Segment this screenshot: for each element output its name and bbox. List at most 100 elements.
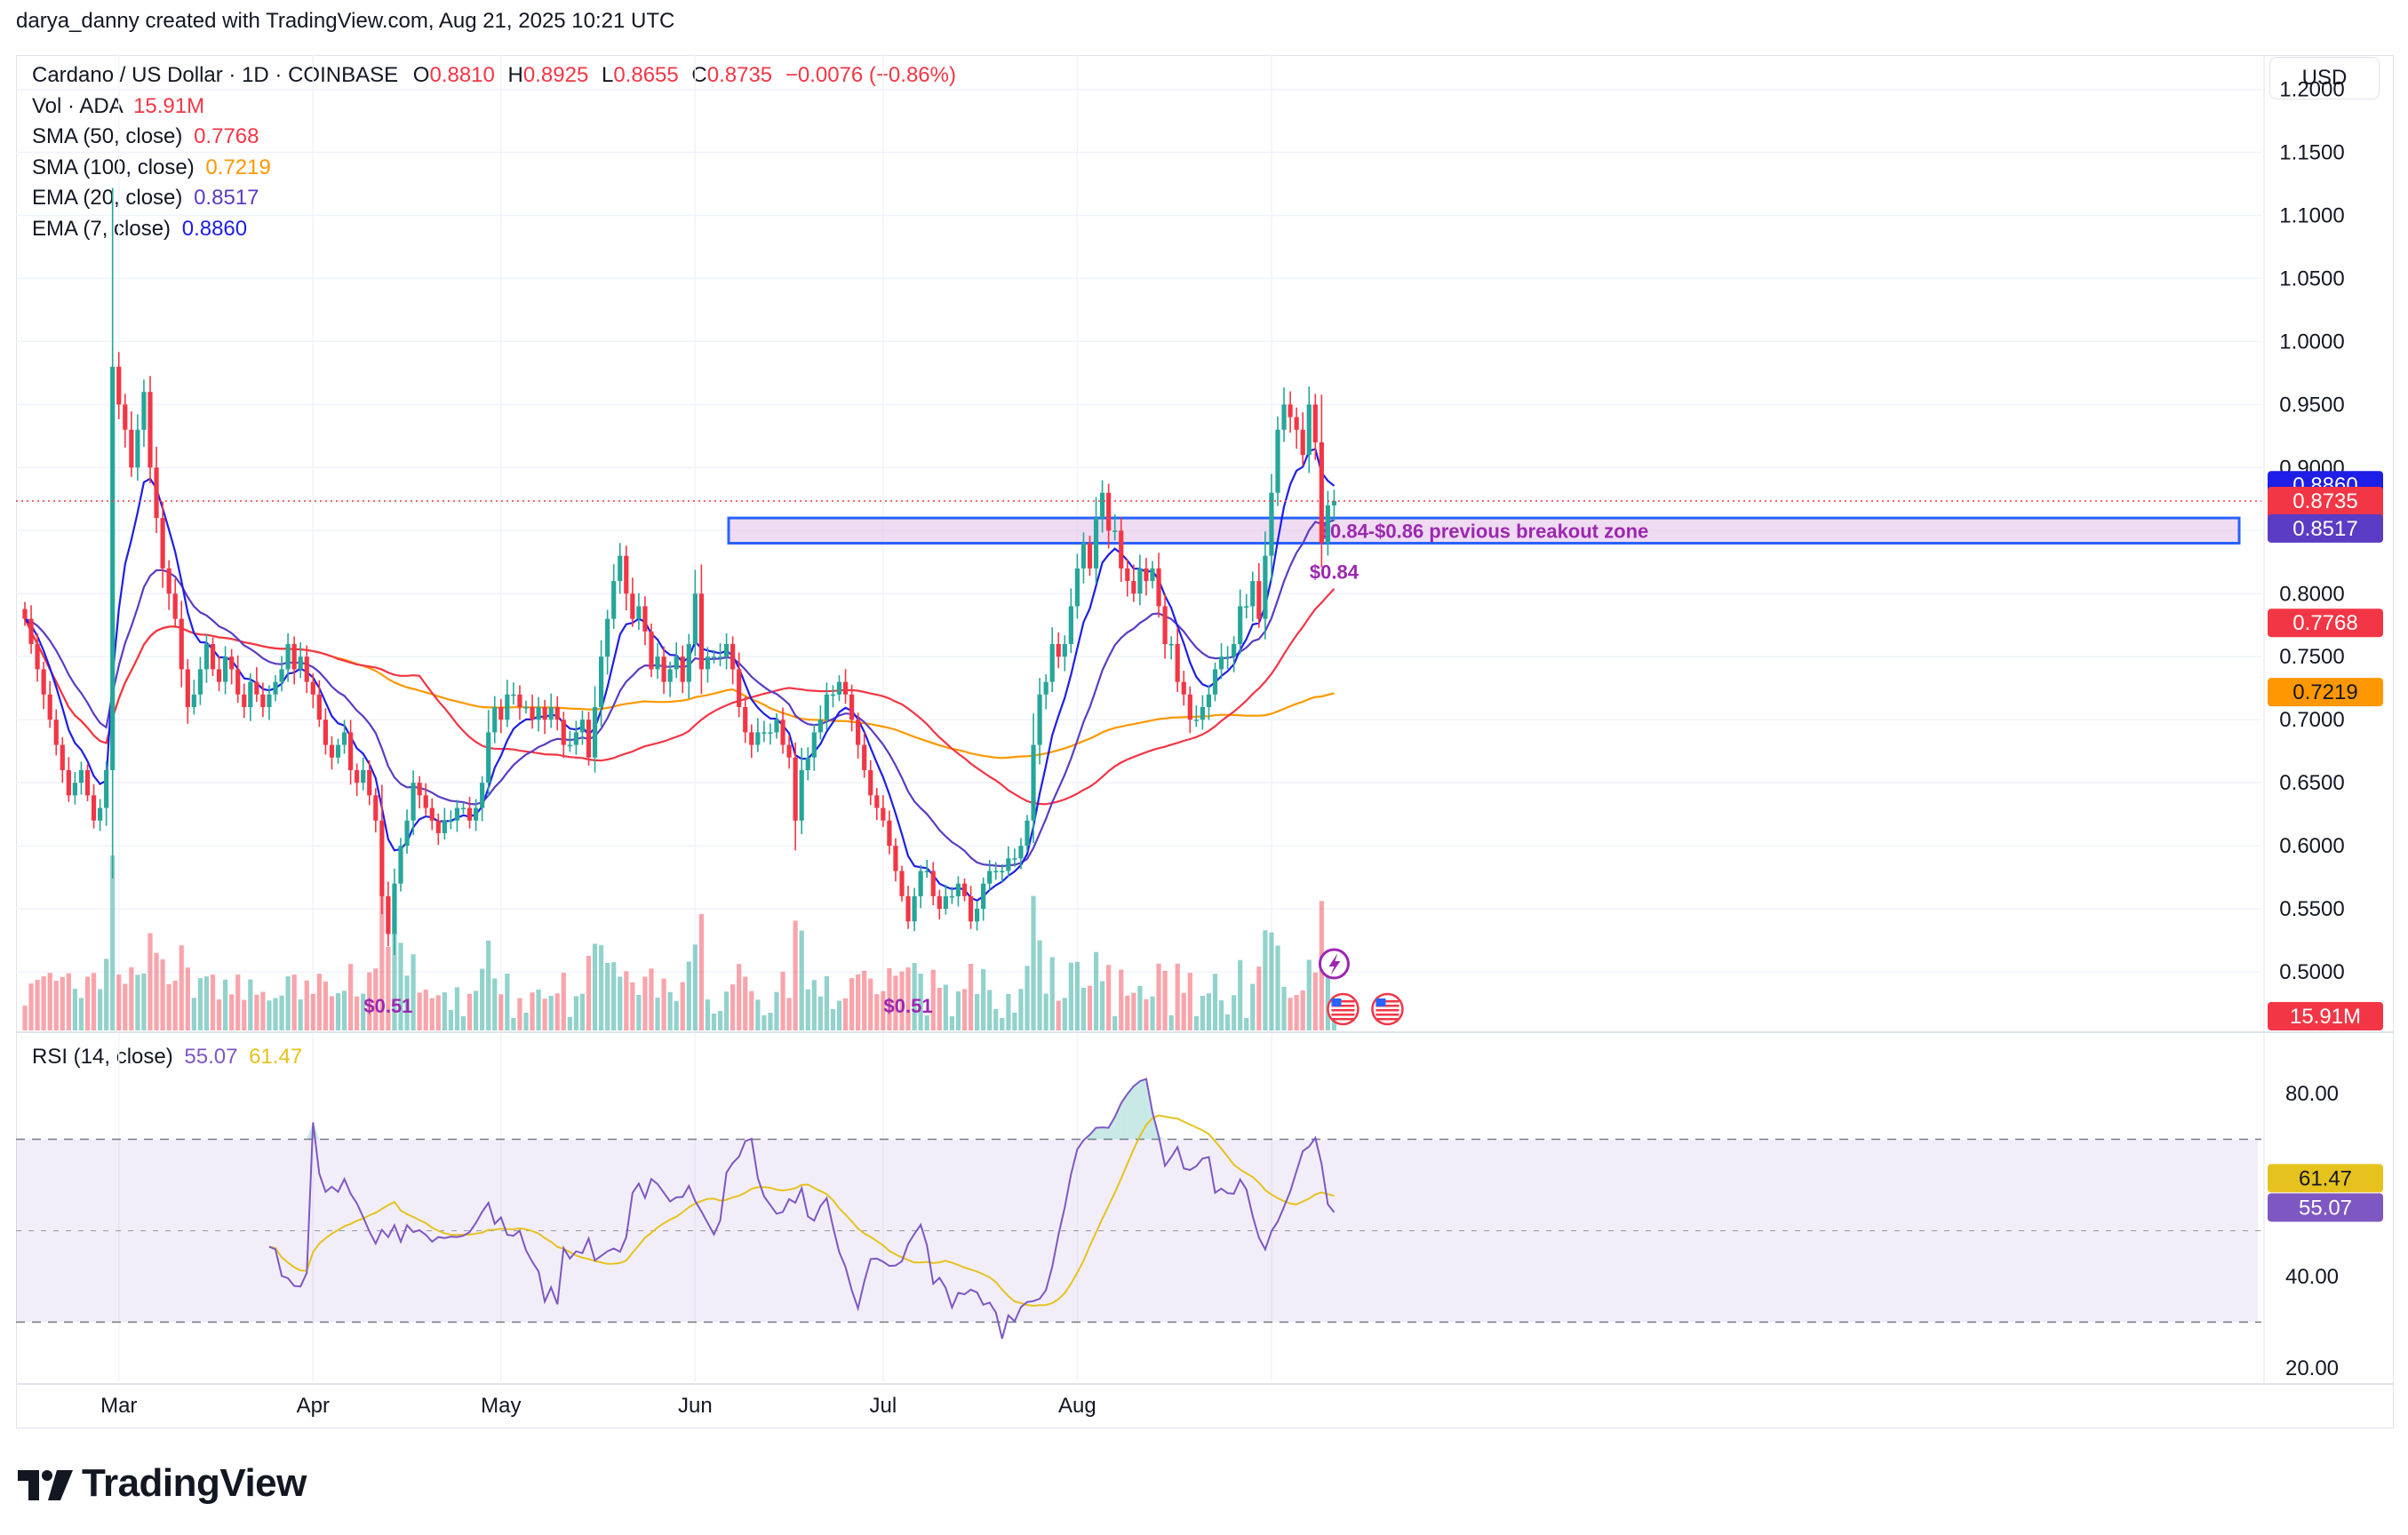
- candle-body: [667, 669, 673, 682]
- candle-body: [373, 795, 379, 821]
- brand-text: TradingView: [82, 1461, 307, 1505]
- volume-bar: [743, 976, 748, 1030]
- rsi-tick-label: 40.00: [2285, 1265, 2339, 1289]
- indicator-row-sma100[interactable]: SMA (100, close) 0.7219: [32, 153, 956, 184]
- price-tick-label: 1.0500: [2279, 266, 2344, 290]
- candle-body: [711, 656, 717, 658]
- candle-body: [298, 656, 303, 670]
- volume-bar: [60, 976, 65, 1030]
- volume-bar: [674, 1001, 679, 1030]
- volume-bar: [172, 981, 178, 1030]
- candle-body: [943, 895, 948, 910]
- us-flag-stripe: [1331, 1009, 1355, 1012]
- candle-body: [329, 744, 335, 758]
- volume-bar: [692, 944, 698, 1030]
- us-flag-stripe: [1331, 1005, 1355, 1007]
- volume-bar: [367, 972, 372, 1030]
- indicator-row-ema20[interactable]: EMA (20, close) 0.8517: [32, 183, 956, 214]
- volume-bar: [304, 980, 309, 1030]
- sma100-line: [24, 618, 1335, 760]
- volume-bar: [905, 967, 911, 1030]
- chart-frame: [16, 55, 2394, 1428]
- candle-body: [1137, 568, 1143, 594]
- candle-body: [480, 783, 485, 808]
- ema7-line: [24, 447, 1336, 902]
- volume-bar: [961, 989, 968, 1030]
- ohlc-low: 0.8655: [613, 63, 679, 87]
- volume-bar: [1244, 1018, 1249, 1030]
- volume-bar: [429, 998, 435, 1030]
- volume-bar: [298, 999, 303, 1030]
- candle-body: [28, 618, 34, 645]
- ema20-line: [24, 519, 1335, 868]
- rsi-legend[interactable]: RSI (14, close) 55.07 61.47: [32, 1045, 302, 1070]
- volume-bar: [379, 895, 385, 1030]
- volume-bar: [166, 983, 171, 1030]
- indicator-label: EMA (7, close): [32, 216, 171, 241]
- tradingview-logo[interactable]: TradingView: [18, 1461, 307, 1506]
- volume-bar: [1181, 992, 1186, 1030]
- candle-body: [1312, 404, 1318, 442]
- volume-bar: [210, 974, 216, 1030]
- candle-body: [599, 656, 604, 707]
- volume-bar: [1137, 986, 1143, 1030]
- volume-bar: [849, 978, 855, 1030]
- volume-bar: [1112, 1016, 1118, 1030]
- candle-body: [367, 769, 372, 796]
- price-chart[interactable]: $0.84-$0.86 previous breakout zone $0.51…: [0, 0, 2408, 1457]
- volume-bar: [116, 974, 122, 1030]
- volume-bar: [1218, 1000, 1224, 1030]
- volume-bar: [1062, 998, 1067, 1030]
- candle-body: [104, 769, 109, 808]
- symbol-title[interactable]: Cardano / US Dollar · 1D · COINBASE: [32, 63, 399, 87]
- candle-body: [417, 783, 422, 796]
- candle-body: [887, 820, 892, 847]
- rsi-label: RSI (14, close): [32, 1045, 173, 1069]
- volume-bar: [1275, 945, 1280, 1030]
- volume-bar: [523, 1013, 529, 1030]
- us-flag-stripe: [1375, 1018, 1399, 1021]
- price-tick-label: 1.1500: [2279, 141, 2344, 165]
- candle-body: [291, 644, 297, 670]
- candle-body: [780, 720, 785, 745]
- volume-bar: [737, 964, 742, 1030]
- chart-credit: darya_danny created with TradingView.com…: [16, 9, 675, 33]
- rsi-badge: 55.07: [2299, 1196, 2352, 1220]
- ohlc-low-key: L: [601, 63, 614, 87]
- volume-bar: [285, 976, 291, 1030]
- volume-bar: [348, 964, 354, 1030]
- candle-body: [737, 669, 742, 707]
- candle-body: [460, 807, 466, 810]
- flash-icon-bolt: [1328, 953, 1341, 975]
- volume-bar: [924, 1015, 929, 1030]
- candle-body: [160, 518, 165, 569]
- indicator-row-sma50[interactable]: SMA (50, close) 0.7768: [32, 122, 956, 153]
- us-flag-stripe: [1375, 1000, 1399, 1003]
- volume-bar: [842, 998, 849, 1030]
- volume-bar: [203, 976, 210, 1030]
- sma100-badge-bg: [2268, 678, 2383, 707]
- candle-body: [1288, 404, 1293, 418]
- candle-body: [203, 644, 210, 670]
- volume-bar: [141, 973, 147, 1030]
- candle-body: [661, 656, 666, 682]
- candle-body: [705, 656, 711, 670]
- volume-bar: [730, 984, 736, 1030]
- volume-bar: [84, 976, 91, 1030]
- candle-body: [811, 732, 817, 758]
- volume-bar: [881, 990, 886, 1030]
- candle-body: [893, 846, 898, 871]
- candle-body: [166, 568, 171, 594]
- volume-bars: [22, 855, 1337, 1030]
- candle-body: [1144, 568, 1149, 582]
- currency-button[interactable]: USD: [2269, 57, 2380, 99]
- candle-body: [123, 404, 128, 430]
- candle-body: [768, 732, 773, 734]
- candle-body: [392, 883, 397, 935]
- indicator-row-ema7[interactable]: EMA (7, close) 0.8860: [32, 214, 956, 245]
- indicator-row-volume[interactable]: Vol · ADA 15.91M: [32, 91, 956, 123]
- rsi-overbought-fill: [307, 1122, 314, 1140]
- volume-bar: [793, 920, 798, 1030]
- candle-body: [930, 871, 936, 896]
- candle-body: [849, 694, 855, 720]
